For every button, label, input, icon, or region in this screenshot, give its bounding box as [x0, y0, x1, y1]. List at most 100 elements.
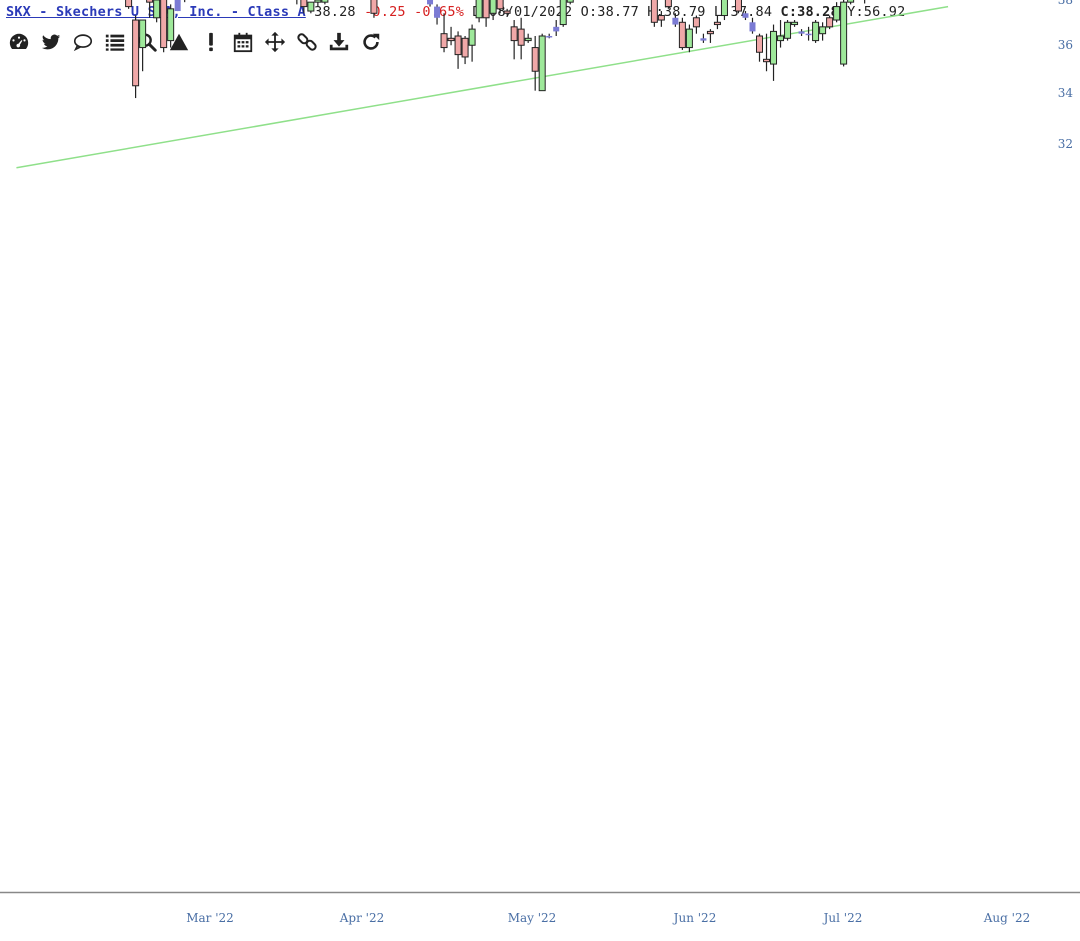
candle — [461, 35, 469, 65]
candle-body — [672, 17, 679, 25]
candle-body — [784, 21, 792, 39]
candle-body — [734, 0, 742, 12]
candle-body — [307, 1, 315, 12]
candle — [125, 0, 133, 9]
candle — [805, 26, 812, 41]
candle — [132, 15, 140, 99]
candle-body — [454, 35, 462, 56]
candle-body — [524, 37, 532, 42]
candle-body — [819, 26, 827, 35]
download-icon[interactable] — [326, 29, 352, 55]
candle — [692, 15, 700, 34]
candle-body — [840, 1, 848, 65]
candle-body — [139, 19, 147, 49]
candle-body — [461, 37, 469, 58]
chart-toolbar — [6, 29, 384, 55]
candle — [300, 0, 308, 14]
warning-icon[interactable] — [166, 29, 192, 55]
candle-body — [685, 28, 693, 49]
candle — [531, 35, 539, 91]
exclamation-icon[interactable] — [198, 29, 224, 55]
candle-body — [370, 0, 378, 14]
candle-body — [826, 17, 834, 28]
candle-body — [664, 0, 672, 8]
candle — [847, 0, 855, 5]
twitter-icon[interactable] — [38, 29, 64, 55]
candle-body — [553, 26, 560, 32]
candle-body — [132, 19, 140, 87]
move-icon[interactable] — [262, 29, 288, 55]
calendar-icon[interactable] — [230, 29, 256, 55]
candles — [125, 0, 866, 99]
x-tick-label: Mar '22 — [186, 911, 234, 925]
candle-body — [321, 0, 329, 3]
date-value: 08/01/2022 — [489, 4, 573, 20]
candle — [489, 0, 497, 21]
x-tick-label: May '22 — [508, 911, 557, 925]
close-value: 38.28 — [797, 4, 839, 20]
candle-body — [720, 0, 728, 17]
x-tick-label: Aug '22 — [983, 911, 1030, 925]
candle-body — [427, 0, 434, 5]
candle-body — [468, 28, 476, 46]
candle — [546, 33, 553, 39]
candle-body — [531, 47, 539, 72]
candle-body — [300, 0, 308, 8]
candle — [434, 4, 441, 25]
candle-body — [706, 30, 714, 35]
x-tick-label: Jun '22 — [672, 911, 717, 925]
refresh-icon[interactable] — [358, 29, 384, 55]
candle-body — [447, 37, 455, 42]
candle-body — [566, 0, 574, 3]
y-tick-label: 32 — [1058, 137, 1073, 151]
candle-body — [489, 0, 497, 14]
candle — [706, 29, 714, 43]
last-price: 38.28 — [314, 4, 356, 20]
candle — [307, 1, 315, 14]
candle — [833, 2, 841, 23]
candle — [678, 17, 686, 50]
list-icon[interactable] — [102, 29, 128, 55]
dashboard-icon[interactable] — [6, 29, 32, 55]
link-icon[interactable] — [294, 29, 320, 55]
candle — [427, 0, 434, 7]
candle — [700, 33, 707, 43]
trendline-layer — [16, 5, 949, 169]
candle-body — [657, 15, 665, 21]
candle — [763, 33, 771, 72]
candle — [864, 0, 866, 4]
candle — [153, 0, 161, 23]
candle — [657, 11, 665, 27]
candle — [685, 24, 693, 53]
candle — [791, 20, 799, 27]
trendline — [16, 5, 949, 169]
candle — [559, 0, 567, 27]
candle — [840, 0, 848, 67]
candle — [553, 20, 560, 36]
candle — [784, 20, 792, 41]
candle-body — [153, 0, 161, 19]
candle-body — [692, 17, 700, 28]
candle-body — [440, 33, 448, 49]
candle-body — [756, 35, 763, 53]
candle — [672, 13, 679, 27]
comment-icon[interactable] — [70, 29, 96, 55]
candle — [517, 17, 525, 60]
candle-body — [559, 0, 567, 26]
candle — [139, 19, 147, 72]
candle — [496, 0, 504, 14]
candle-body — [833, 6, 841, 21]
candle — [826, 15, 834, 30]
candle-body — [805, 33, 812, 36]
candle-body — [847, 0, 855, 3]
candle-body — [749, 22, 756, 32]
candle-body — [503, 10, 511, 14]
candle — [167, 4, 175, 48]
candle — [475, 0, 483, 23]
open-label: O: — [580, 4, 598, 20]
candle — [468, 24, 476, 62]
close-label: C: — [780, 4, 798, 20]
candle — [503, 8, 511, 16]
candle-body — [174, 0, 181, 12]
